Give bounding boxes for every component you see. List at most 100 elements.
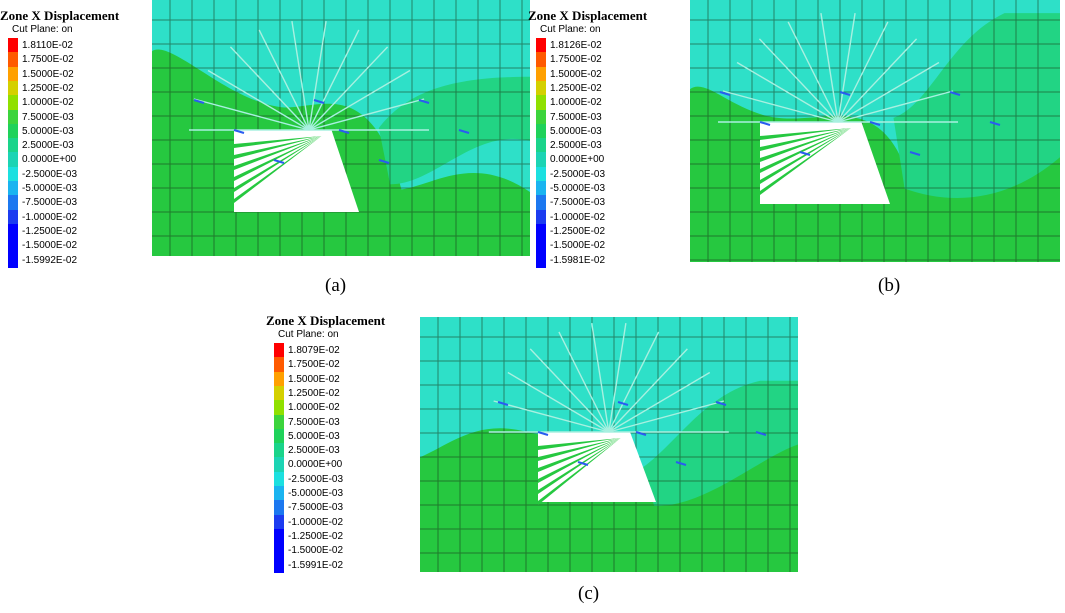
legend-value: -1.2500E-02 [550, 225, 606, 237]
legend-value: 1.8126E-02 [550, 40, 602, 51]
legend-value: -5.0000E-03 [288, 488, 344, 499]
legend-entry: 0.0000E+00 [8, 152, 76, 168]
legend-swatch [274, 557, 284, 573]
legend-value: 1.0000E-02 [550, 97, 602, 109]
legend-entry: 5.0000E-03 [274, 428, 340, 444]
zone-transition [639, 380, 798, 506]
mesh-grid [420, 317, 798, 572]
legend-value: 1.7500E-02 [288, 359, 340, 371]
legend-entry: 1.7500E-02 [274, 357, 340, 373]
legend-swatch [536, 109, 546, 125]
legend-subtitle: Cut Plane: on [278, 329, 339, 340]
legend-entry: 1.2500E-02 [274, 385, 340, 401]
anchor-lines [718, 13, 958, 123]
fan-wedges [234, 136, 322, 203]
legend-entry: -1.0000E-02 [274, 514, 344, 530]
legend-value: -5.0000E-03 [22, 183, 78, 194]
legend-swatch [274, 528, 284, 544]
legend-entry: -1.0000E-02 [8, 209, 78, 225]
legend-entry: 1.0000E-02 [274, 400, 340, 416]
legend-swatch [274, 385, 284, 401]
caption-a: (a) [325, 275, 347, 296]
legend-entry: -7.5000E-03 [8, 195, 77, 211]
legend-entry: -2.5000E-03 [536, 166, 605, 182]
legend-entry: 1.7500E-02 [536, 52, 602, 68]
excavation-opening [538, 432, 656, 502]
legend-swatch [8, 252, 18, 268]
legend-entry: 1.8079E-02 [274, 343, 340, 358]
caption-b: (b) [878, 275, 901, 296]
legend-swatch [274, 543, 284, 559]
legend-c: Zone X Displacement Cut Plane: on 1.8079… [266, 313, 416, 575]
legend-swatch [8, 66, 18, 82]
contour-plot-a [152, 0, 530, 256]
legend-swatch [274, 486, 284, 501]
legend-subtitle: Cut Plane: on [12, 24, 73, 35]
legend-value: -1.5000E-02 [288, 545, 344, 557]
legend-entry: 1.7500E-02 [8, 52, 74, 68]
legend-swatch [536, 80, 546, 96]
legend-swatch [8, 166, 18, 182]
legend-swatch [536, 166, 546, 182]
legend-swatch [536, 195, 546, 211]
legend-entry: 0.0000E+00 [536, 152, 604, 168]
legend-swatch [8, 238, 18, 254]
legend-entry: 2.5000E-03 [8, 138, 74, 154]
contour-plot-b [690, 0, 1060, 262]
legend-value: 1.8110E-02 [22, 40, 73, 51]
anchor-lines [488, 323, 729, 433]
legend-value: -1.0000E-02 [288, 516, 344, 528]
legend-value: -2.5000E-03 [22, 168, 78, 180]
legend-value: 1.2500E-02 [288, 387, 340, 399]
legend-entry: -2.5000E-03 [8, 166, 78, 182]
legend-entry: 1.5000E-02 [8, 66, 74, 82]
legend-entry: 5.0000E-03 [8, 123, 74, 139]
legend-entry: -1.0000E-02 [536, 209, 605, 225]
legend-entry: -1.5992E-02 [8, 252, 78, 268]
legend-swatch [8, 195, 18, 211]
legend-value: 7.5000E-03 [22, 111, 74, 123]
contour-plot-c [420, 317, 798, 572]
legend-swatch [274, 371, 284, 387]
legend-swatch [274, 471, 284, 487]
legend-entry: 1.5000E-02 [536, 66, 602, 82]
legend-value: -1.5981E-02 [550, 254, 606, 266]
legend-swatch [274, 357, 284, 373]
legend-swatch [536, 238, 546, 254]
legend-title: Zone X Displacement [528, 8, 648, 23]
legend-value: -1.5000E-02 [22, 240, 78, 252]
legend-swatch [8, 138, 18, 154]
legend-swatch [536, 252, 546, 268]
legend-value: -1.0000E-02 [22, 211, 78, 223]
legend-value: -1.5991E-02 [288, 559, 344, 571]
caption-c: (c) [578, 583, 600, 604]
legend-value: -1.5000E-02 [550, 240, 606, 252]
legend-swatch [274, 457, 284, 473]
legend-value: -2.5000E-03 [288, 473, 344, 485]
zone-transition [378, 76, 530, 185]
zone-transition [893, 13, 1060, 199]
legend-value: -1.5992E-02 [22, 254, 78, 266]
legend-swatch [8, 152, 18, 168]
legend-swatch [274, 443, 284, 459]
legend-swatch [274, 428, 284, 444]
legend-b: Zone X Displacement Cut Plane: on 1.8126… [528, 8, 678, 268]
legend-entry: -7.5000E-03 [274, 500, 344, 516]
legend-swatch [274, 400, 284, 416]
legend-entry: -7.5000E-03 [536, 195, 605, 211]
legend-swatch [274, 500, 284, 516]
legend-value: 2.5000E-03 [550, 140, 602, 152]
anchor-lines [189, 21, 429, 131]
legend-swatch [274, 414, 284, 430]
legend-swatch [274, 514, 284, 530]
legend-entry: 1.8110E-02 [8, 38, 73, 53]
legend-value: -7.5000E-03 [288, 502, 344, 514]
legend-swatch [8, 223, 18, 239]
legend-entry: 7.5000E-03 [8, 109, 74, 125]
legend-entry: -1.5991E-02 [274, 557, 344, 573]
legend-title: Zone X Displacement [266, 313, 386, 328]
legend-swatch [8, 95, 18, 111]
legend-value: 1.0000E-02 [22, 97, 74, 109]
legend-entry: -1.2500E-02 [274, 528, 343, 544]
legend-swatch [8, 38, 18, 53]
